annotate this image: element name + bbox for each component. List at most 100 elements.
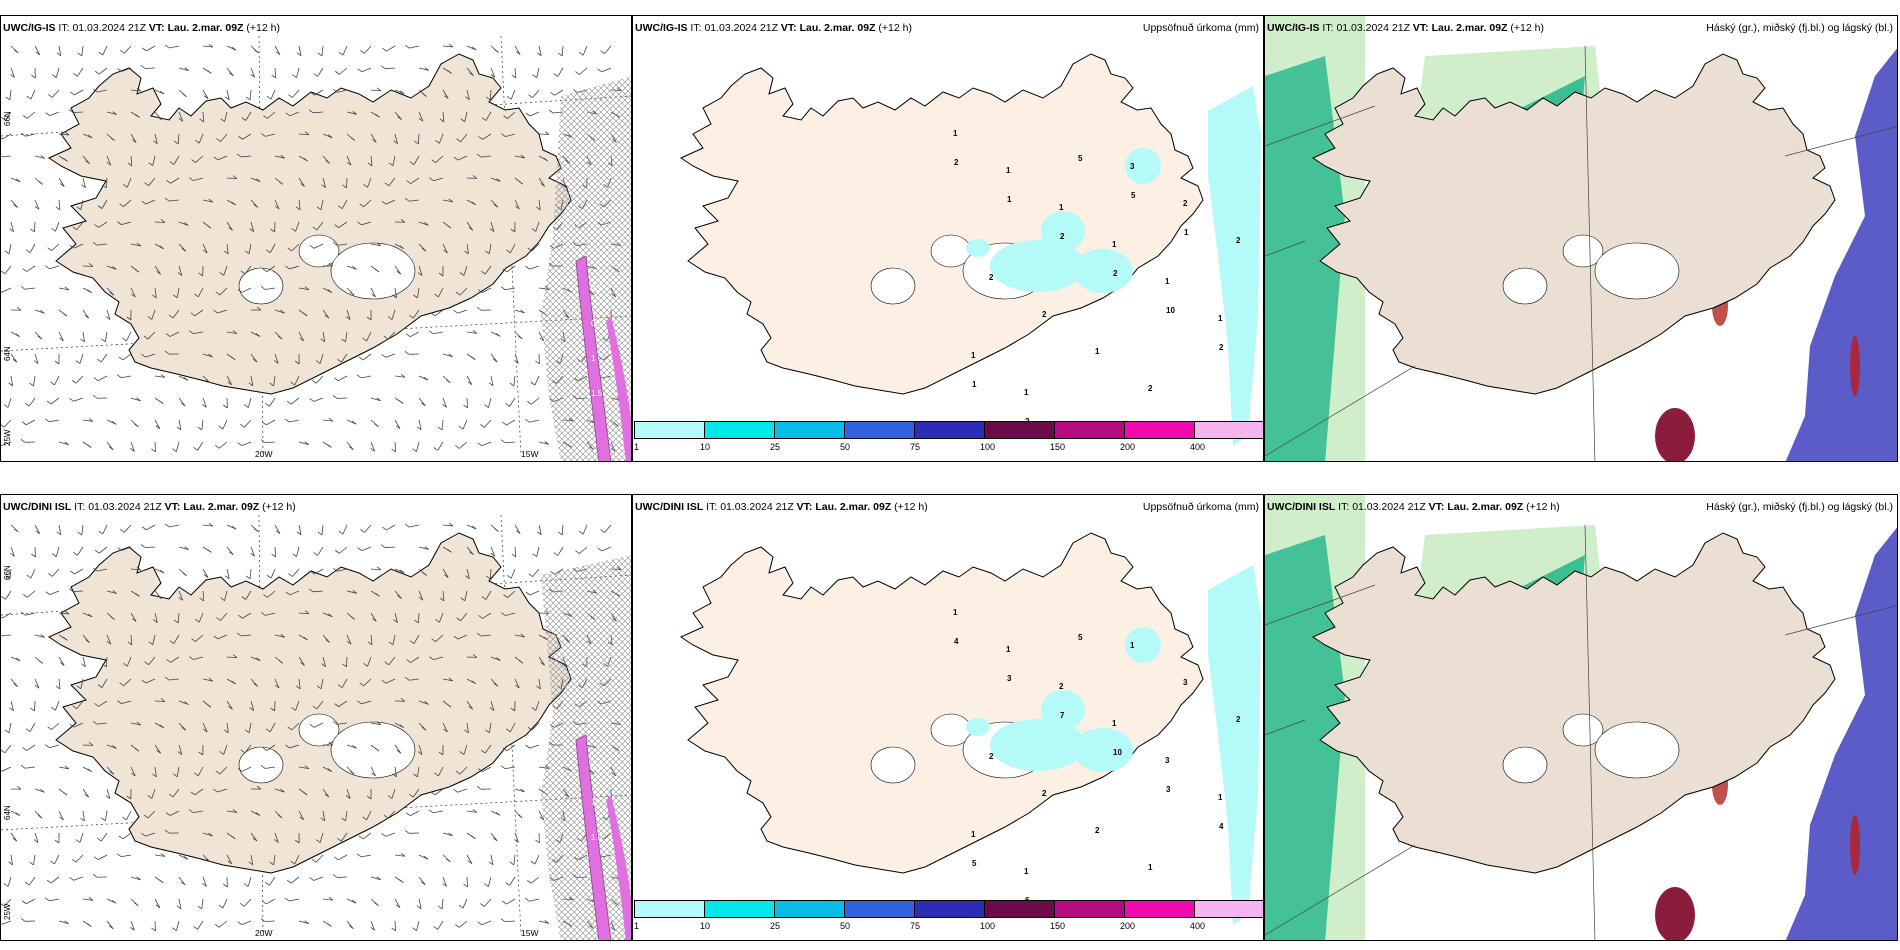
wind-barb-flag — [183, 856, 189, 860]
wind-barb — [217, 788, 228, 793]
wind-barb-flag — [471, 525, 477, 530]
wind-barb — [388, 656, 396, 666]
wind-barb — [490, 854, 494, 865]
wind-barb-flag — [429, 177, 434, 182]
wind-barb-flag — [324, 793, 330, 798]
wind-barb-flag — [421, 247, 427, 252]
wind-barb — [532, 568, 540, 577]
wind-barb-flag — [376, 876, 381, 881]
wind-barb-flag — [44, 418, 50, 423]
wind-barb-flag — [503, 115, 508, 119]
wind-barb-flag — [26, 574, 32, 579]
wind-barb — [106, 441, 114, 451]
wind-barb-flag — [332, 721, 338, 725]
colorbar-tick-label: 100 — [980, 442, 996, 452]
wind-barb — [249, 568, 252, 579]
wind-barb-flag — [528, 573, 533, 577]
glacier — [1502, 267, 1548, 305]
wind-barb-flag — [277, 335, 283, 340]
wind-barb-flag — [374, 902, 379, 907]
wind-barb — [250, 67, 255, 78]
wind-barb — [217, 634, 228, 640]
wind-barb-flag — [63, 157, 68, 162]
wind-barb-flag — [22, 268, 27, 272]
wind-barb — [197, 441, 204, 451]
precip-value-label: 4 — [954, 637, 959, 646]
wind-barb — [338, 221, 348, 228]
wind-barb-flag — [286, 879, 292, 884]
wind-barb-flag — [110, 616, 115, 620]
wind-barb — [510, 722, 516, 733]
wind-barb-flag — [40, 309, 45, 314]
wind-barb — [361, 700, 372, 705]
wind-barb-flag — [453, 309, 458, 314]
wind-barb — [442, 876, 447, 887]
wind-barb-flag — [333, 567, 338, 572]
wind-barb-flag — [506, 728, 511, 733]
wind-barb — [126, 810, 132, 821]
wind-barb-flag — [131, 139, 137, 143]
wind-barb — [466, 243, 469, 254]
wind-barb-flag — [438, 272, 444, 277]
wind-barb — [97, 722, 108, 725]
wind-barb — [514, 634, 525, 638]
wind-barb — [58, 766, 69, 770]
wind-barb-flag — [493, 203, 499, 208]
wind-barb-flag — [597, 547, 603, 552]
cloud-panel-row2: UWC/DINI ISL IT: 01.03.2024 21Z VT: Lau.… — [1264, 494, 1898, 941]
wind-barb — [418, 898, 422, 909]
wind-barb-flag — [537, 531, 542, 536]
wind-barb-flag — [198, 272, 203, 277]
wind-barb-flag — [381, 679, 387, 684]
wind-barb — [226, 546, 234, 556]
wind-barb-flag — [21, 611, 26, 616]
wind-barb-flag — [238, 614, 243, 619]
wind-barb-flag — [77, 52, 82, 57]
wind-barb-flag — [8, 382, 13, 387]
colorbar-swatch — [634, 901, 704, 917]
wind-barb-flag — [404, 197, 410, 202]
wind-barb-flag — [278, 659, 283, 664]
wind-barb-flag — [421, 726, 427, 731]
precip-value-label: 1 — [1165, 277, 1170, 286]
wind-barb — [601, 546, 612, 552]
wind-barb-flag — [471, 46, 477, 51]
wind-barb — [25, 287, 36, 290]
wind-barb — [5, 590, 12, 600]
wind-barb — [195, 634, 204, 642]
wind-barb — [1, 766, 12, 772]
wind-barb-flag — [134, 902, 139, 907]
precip-value-label: 1 — [953, 129, 958, 138]
wind-barb-flag — [520, 154, 526, 159]
wind-barb — [151, 309, 156, 320]
wind-barb-flag — [404, 350, 410, 355]
wind-barb-flag — [422, 93, 427, 97]
wind-barb-flag — [237, 768, 243, 772]
wind-barb-flag — [38, 181, 43, 185]
wind-barb-flag — [312, 226, 318, 231]
wind-barb — [123, 199, 132, 207]
wind-barb — [202, 111, 205, 123]
glacier — [1502, 746, 1548, 784]
wind-barb-flag — [96, 358, 102, 363]
wind-barb-flag — [278, 180, 283, 185]
wind-barb — [226, 331, 237, 334]
wind-barb-flag — [254, 528, 259, 533]
wind-barb-flag — [68, 588, 74, 592]
wind-barb-flag — [408, 314, 414, 319]
wind-barb — [154, 287, 157, 298]
wind-barb — [322, 419, 333, 422]
wind-barb-flag — [285, 112, 290, 117]
wind-barb — [442, 353, 453, 358]
wind-barb-flag — [414, 140, 419, 145]
wind-barb-flag — [29, 861, 34, 866]
wind-barb-flag — [70, 91, 75, 96]
wind-barb — [291, 722, 300, 731]
wind-barb-flag — [400, 852, 406, 857]
wind-barb — [34, 678, 40, 689]
wind-barb-flag — [391, 448, 396, 453]
wind-barb — [314, 568, 324, 575]
wind-barb-flag — [511, 553, 517, 558]
wind-barb-flag — [334, 224, 339, 228]
wind-barb — [394, 920, 397, 932]
